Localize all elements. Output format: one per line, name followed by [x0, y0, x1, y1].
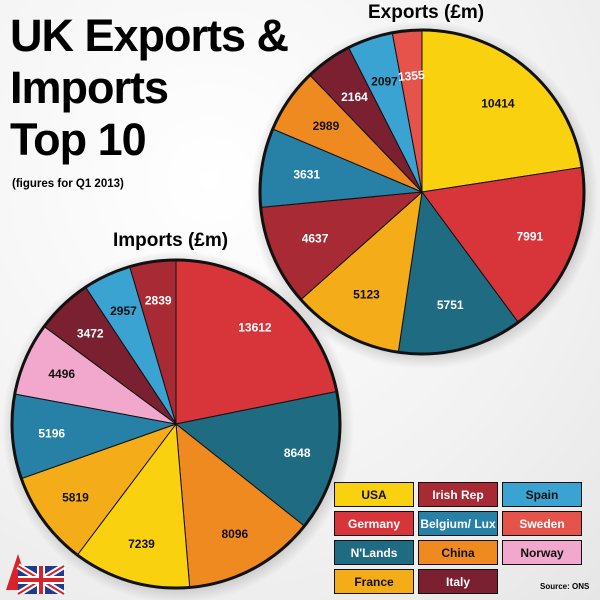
imports-value-label: 13612: [238, 321, 272, 335]
exports-slice-usa: [421, 29, 583, 193]
exports-value-label: 2989: [313, 119, 340, 133]
imports-value-label: 3472: [77, 327, 104, 341]
exports-value-label: 1355: [397, 68, 425, 84]
imports-value-label: 8648: [284, 446, 311, 460]
union-jack-arrow-logo: [6, 554, 66, 596]
exports-value-label: 4637: [302, 232, 329, 246]
imports-value-label: 2839: [145, 294, 172, 308]
exports-rim: [258, 28, 586, 356]
legend-item-usa: USA: [334, 482, 414, 507]
exports-value-label: 5751: [437, 298, 464, 312]
legend-item-irish-rep: Irish Rep: [418, 482, 498, 507]
imports-value-label: 5196: [38, 427, 65, 441]
imports-chart-title: Imports (£m): [113, 230, 229, 251]
imports-value-label: 5819: [62, 491, 89, 505]
flag-icon: [16, 563, 66, 596]
page-subtitle: (figures for Q1 2013): [12, 178, 124, 190]
legend-item-norway: Norway: [502, 540, 582, 565]
legend-item-china: China: [418, 540, 498, 565]
imports-value-label: 7239: [128, 537, 155, 551]
exports-chart-title: Exports (£m): [368, 2, 485, 23]
imports-pie: 13612 8648 8096 7239 5819 5196 4496 3472 2957 283…: [2, 251, 354, 600]
source-note: Source: ONS: [540, 582, 590, 591]
exports-value-label: 5123: [353, 288, 380, 302]
legend-item-belgium-lux: Belgium/ Lux: [418, 511, 498, 536]
exports-value-label: 2097: [371, 75, 398, 89]
exports-value-label: 3631: [293, 167, 320, 181]
exports-value-label: 2164: [341, 90, 368, 104]
exports-value-label: 7991: [516, 229, 543, 243]
legend-item-germany: Germany: [334, 511, 414, 536]
exports-value-label: 10414: [481, 96, 515, 110]
imports-rim: [10, 258, 342, 590]
legend-item-france: France: [334, 569, 414, 594]
legend-item-n-lands: N'Lands: [334, 540, 414, 565]
legend: USA Irish Rep Spain Germany Belgium/ Lux Swed…: [334, 482, 582, 594]
legend-item-sweden: Sweden: [502, 511, 582, 536]
page-title: UK Exports & Imports Top 10: [10, 10, 289, 165]
imports-value-label: 8096: [221, 527, 248, 541]
imports-value-label: 2957: [110, 304, 137, 318]
imports-value-label: 4496: [48, 367, 75, 381]
legend-item-italy: Italy: [418, 569, 498, 594]
legend-item-spain: Spain: [502, 482, 582, 507]
